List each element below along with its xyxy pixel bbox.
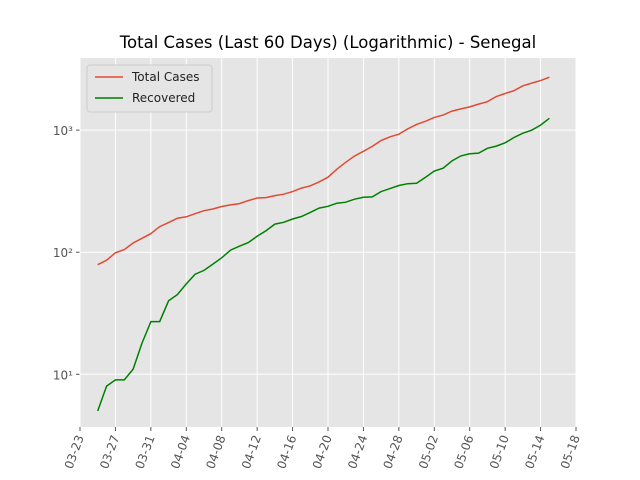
x-tick-label: 05-10 bbox=[487, 433, 512, 471]
x-tick-label: 04-24 bbox=[345, 433, 370, 471]
x-tick-label: 05-18 bbox=[558, 433, 583, 471]
x-tick-label: 04-04 bbox=[168, 433, 193, 471]
series-line bbox=[96, 117, 550, 412]
x-tick-label: 03-23 bbox=[62, 433, 87, 471]
x-tick-label: 05-06 bbox=[451, 433, 476, 471]
y-tick-label: 10² bbox=[53, 246, 73, 260]
series-line bbox=[97, 76, 550, 266]
x-tick-label: 04-16 bbox=[274, 433, 299, 471]
x-tick-label: 03-27 bbox=[97, 433, 122, 471]
x-tick-label: 05-02 bbox=[416, 433, 441, 471]
chart-title: Total Cases (Last 60 Days) (Logarithmic)… bbox=[119, 33, 536, 52]
x-tick-label: 04-08 bbox=[203, 433, 228, 471]
x-tick-label: 04-28 bbox=[381, 433, 406, 471]
x-tick-label: 04-20 bbox=[310, 433, 335, 471]
x-tick-label: 04-12 bbox=[239, 433, 264, 471]
y-tick-label: 10³ bbox=[53, 124, 73, 138]
legend-label: Recovered bbox=[132, 91, 195, 105]
legend-label: Total Cases bbox=[131, 70, 199, 84]
x-tick-label: 05-14 bbox=[522, 433, 547, 471]
y-tick-label: 10¹ bbox=[53, 368, 73, 382]
x-tick-label: 03-31 bbox=[133, 433, 158, 471]
